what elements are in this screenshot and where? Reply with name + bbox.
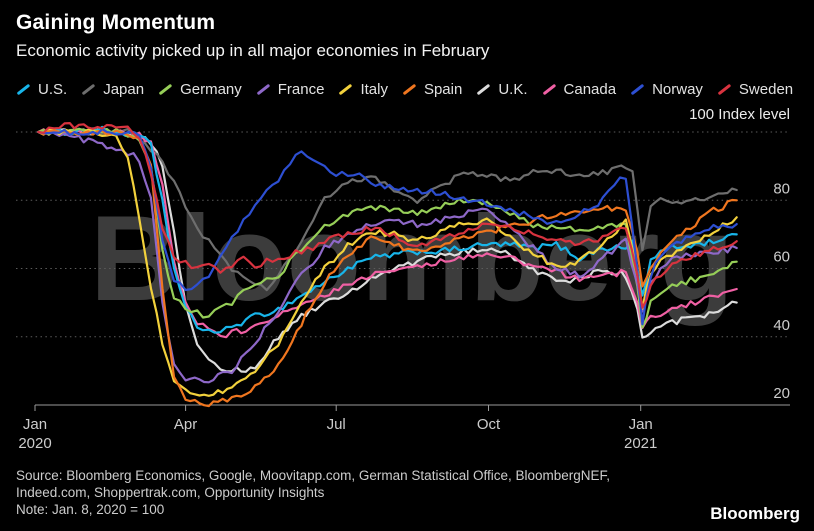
x-axis-label-jan2021: Jan bbox=[629, 416, 653, 433]
series-line-france bbox=[37, 129, 738, 384]
series-line-canada bbox=[37, 128, 738, 339]
series-line-spain bbox=[37, 129, 738, 408]
legend-label-italy: Italy bbox=[360, 81, 388, 98]
legend-label-germany: Germany bbox=[180, 81, 242, 98]
note-line: Note: Jan. 8, 2020 = 100 bbox=[16, 502, 165, 517]
chart-title: Gaining Momentum bbox=[16, 11, 216, 34]
legend-item-germany: Germany bbox=[158, 81, 242, 98]
index-level-label: 100 Index level bbox=[689, 106, 790, 123]
y-axis-label-20: 20 bbox=[773, 385, 790, 402]
source-note: Source: Bloomberg Economics, Google, Moo… bbox=[16, 467, 610, 518]
legend-item-spain: Spain bbox=[402, 81, 462, 98]
legend-item-italy: Italy bbox=[338, 81, 388, 98]
source-line-1: Source: Bloomberg Economics, Google, Moo… bbox=[16, 468, 611, 483]
legend-item-uk: U.K. bbox=[476, 81, 528, 98]
x-axis-year-2021: 2021 bbox=[624, 435, 657, 452]
y-axis-label-80: 80 bbox=[773, 180, 790, 197]
legend: U.S. Japan Germany France Italy Spain U.K. Cana… bbox=[16, 81, 807, 98]
legend-label-us: U.S. bbox=[38, 81, 68, 98]
legend-label-france: France bbox=[277, 81, 325, 98]
legend-label-canada: Canada bbox=[563, 81, 617, 98]
bloomberg-logo: Bloomberg bbox=[710, 504, 800, 523]
legend-item-us: U.S. bbox=[16, 81, 67, 98]
legend-label-spain: Spain bbox=[423, 81, 463, 98]
legend-label-sweden: Sweden bbox=[738, 81, 794, 98]
legend-label-uk: U.K. bbox=[498, 81, 528, 98]
source-line-2: Indeed.com, Shoppertrak.com, Opportunity… bbox=[16, 485, 325, 500]
legend-item-japan: Japan bbox=[81, 81, 144, 98]
series-line-japan bbox=[37, 128, 738, 292]
series-line-sweden bbox=[37, 122, 738, 309]
legend-item-canada: Canada bbox=[542, 81, 617, 98]
x-axis-label-oct: Oct bbox=[477, 416, 501, 433]
y-axis-label-40: 40 bbox=[773, 317, 790, 334]
x-axis-label-jul: Jul bbox=[327, 416, 346, 433]
legend-item-france: France bbox=[256, 81, 325, 98]
legend-item-sweden: Sweden bbox=[717, 81, 793, 98]
chart-subtitle: Economic activity picked up in all major… bbox=[16, 41, 490, 60]
y-axis-label-60: 60 bbox=[773, 249, 790, 266]
x-axis-year-2020: 2020 bbox=[18, 435, 51, 452]
legend-item-norway: Norway bbox=[630, 81, 703, 98]
x-axis-label-apr: Apr bbox=[174, 416, 197, 433]
x-axis-label-jan2020: Jan bbox=[23, 416, 47, 433]
legend-label-japan: Japan bbox=[103, 81, 145, 98]
legend-label-norway: Norway bbox=[652, 81, 703, 98]
series-line-us bbox=[37, 125, 738, 334]
